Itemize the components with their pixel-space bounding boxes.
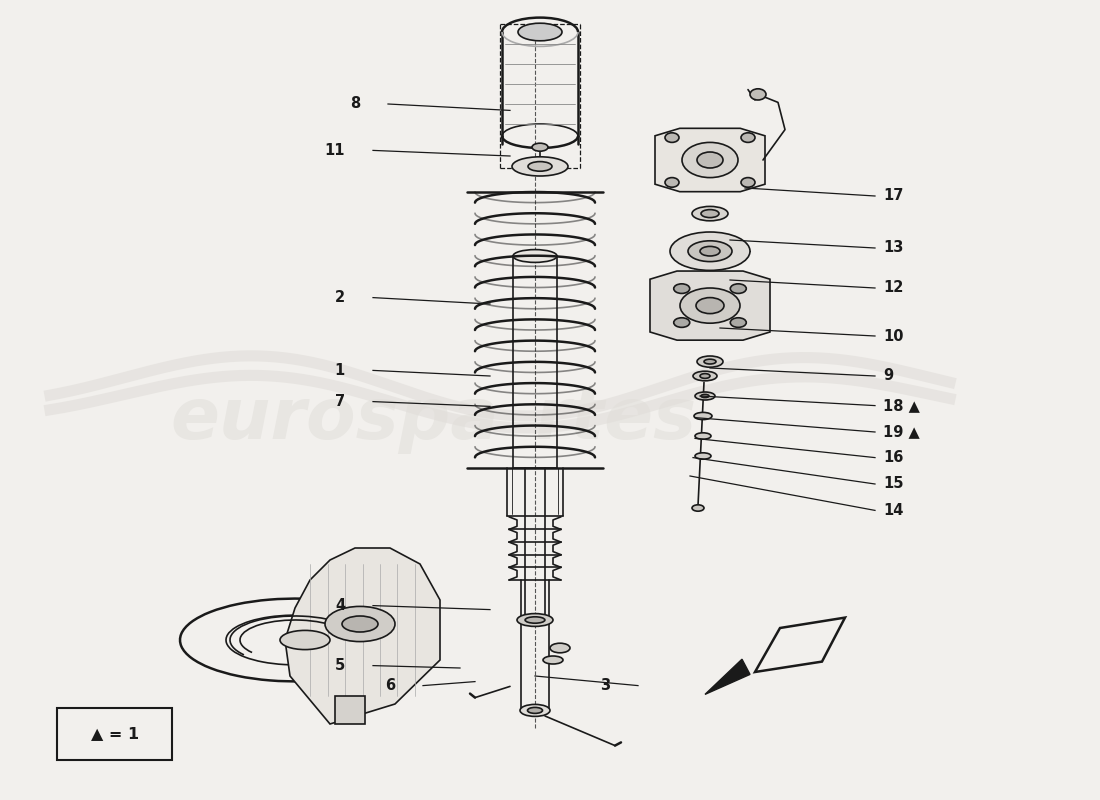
Ellipse shape [692,206,728,221]
Text: 9: 9 [883,369,893,383]
Ellipse shape [694,413,712,419]
Text: 14: 14 [883,503,903,518]
Ellipse shape [666,133,679,142]
Polygon shape [650,271,770,340]
Ellipse shape [695,433,711,439]
Ellipse shape [700,246,720,256]
Text: 12: 12 [883,281,903,295]
Ellipse shape [525,617,544,623]
Text: 19 ▲: 19 ▲ [883,425,920,439]
Text: 15: 15 [883,477,903,491]
Ellipse shape [693,371,717,381]
Ellipse shape [697,152,723,168]
Ellipse shape [730,318,746,327]
Ellipse shape [692,505,704,511]
Text: 3: 3 [600,678,610,693]
Ellipse shape [701,210,719,218]
Ellipse shape [673,284,690,294]
Text: 8: 8 [350,97,360,111]
Text: 2: 2 [334,290,345,305]
Ellipse shape [682,142,738,178]
Text: 7: 7 [334,394,345,409]
Ellipse shape [688,241,732,262]
Ellipse shape [741,133,755,142]
Ellipse shape [528,162,552,171]
Ellipse shape [680,288,740,323]
Ellipse shape [528,707,542,714]
Ellipse shape [700,374,710,378]
Ellipse shape [342,616,378,632]
Ellipse shape [513,250,557,262]
Ellipse shape [670,232,750,270]
Text: 13: 13 [883,241,903,255]
Ellipse shape [730,284,746,294]
Ellipse shape [696,298,724,314]
Text: 11: 11 [324,143,345,158]
Polygon shape [336,696,365,724]
Text: 16: 16 [883,450,903,465]
Text: rtes: rtes [535,386,697,454]
Ellipse shape [673,318,690,327]
Ellipse shape [512,157,568,176]
Ellipse shape [280,630,330,650]
Ellipse shape [550,643,570,653]
Ellipse shape [750,89,766,100]
Text: 6: 6 [385,678,395,693]
Ellipse shape [532,143,548,151]
Ellipse shape [704,359,716,364]
Ellipse shape [741,178,755,187]
Ellipse shape [697,356,723,367]
Text: 4: 4 [334,598,345,613]
Ellipse shape [666,178,679,187]
Text: 5: 5 [334,658,345,673]
Ellipse shape [695,392,715,400]
Text: 10: 10 [883,329,903,343]
Polygon shape [705,659,750,694]
Text: 18 ▲: 18 ▲ [883,398,920,413]
Text: eurospa: eurospa [170,386,501,454]
Text: 1: 1 [334,363,345,378]
Ellipse shape [518,23,562,41]
Polygon shape [654,128,764,192]
Ellipse shape [517,614,553,626]
Text: ▲ = 1: ▲ = 1 [91,726,139,741]
Ellipse shape [701,394,710,398]
Ellipse shape [324,606,395,642]
Polygon shape [285,548,440,724]
Ellipse shape [520,704,550,717]
Ellipse shape [695,453,711,459]
Ellipse shape [543,656,563,664]
Text: 17: 17 [883,189,903,203]
